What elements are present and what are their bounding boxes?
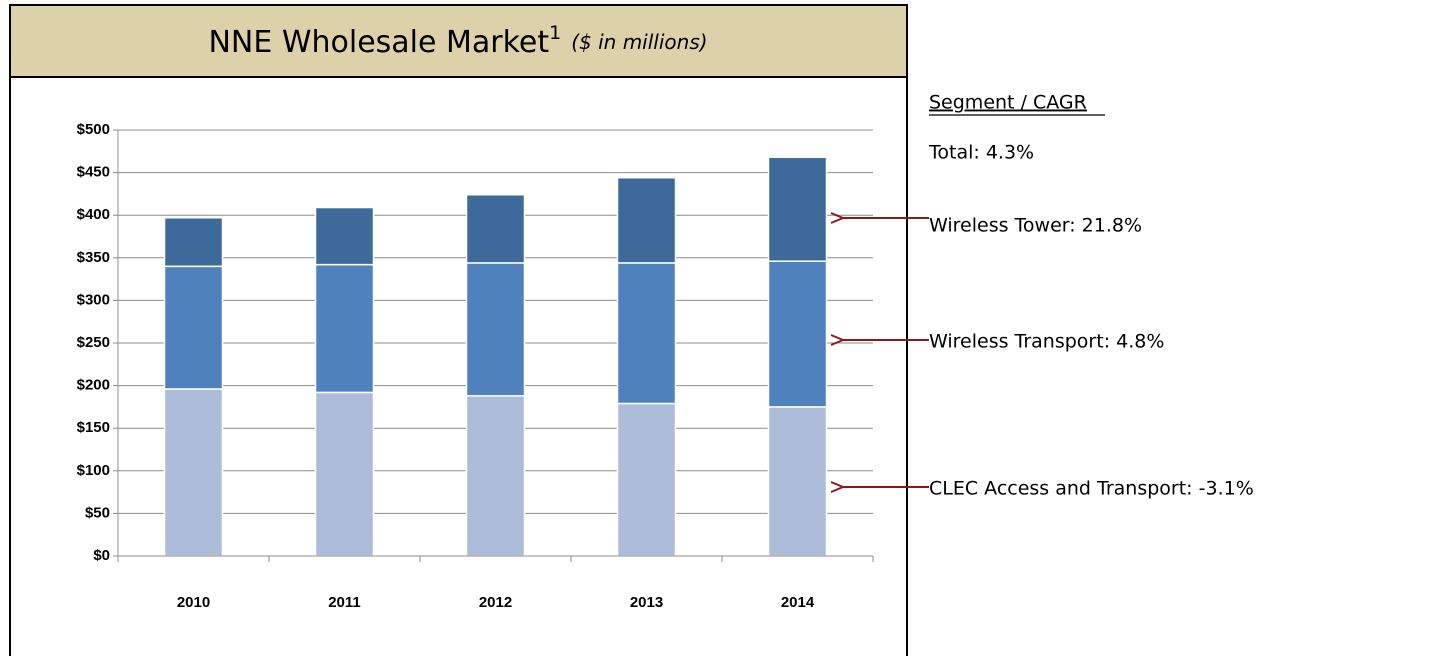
bar-segment	[314, 206, 375, 266]
annotation-heading: Segment / CAGR	[929, 92, 1087, 114]
title-superscript: 1	[549, 22, 561, 44]
y-tick-label: $350	[77, 249, 110, 266]
bar-segment	[767, 156, 828, 262]
chart-title: NNE Wholesale Market	[208, 25, 549, 60]
bar-segment	[616, 262, 677, 405]
annotation: CLEC Access and Transport: -3.1%	[929, 478, 1254, 500]
x-tick-label: 2013	[630, 594, 663, 611]
bar-segment	[314, 391, 375, 557]
annotation: Wireless Transport: 4.8%	[929, 331, 1164, 353]
bar-segment	[767, 260, 828, 408]
bar-segment	[465, 262, 526, 397]
bar-segment	[163, 388, 224, 557]
bar-segment	[465, 194, 526, 264]
chart-title-group: NNE Wholesale Market1 ($ in millions)	[208, 22, 707, 60]
bar-segment	[163, 217, 224, 268]
y-tick-label: $150	[77, 419, 110, 436]
y-tick-label: $450	[77, 164, 110, 181]
bar-segment	[767, 406, 828, 557]
x-tick-label: 2012	[479, 594, 512, 611]
bar-segment	[465, 395, 526, 557]
y-tick-label: $0	[93, 547, 110, 564]
y-tick-label: $250	[77, 334, 110, 351]
bar-segment	[616, 402, 677, 557]
annotation: Wireless Tower: 21.8%	[929, 215, 1142, 237]
plot: $0 $50 $100 $150 $200 $250 $300 $350 $400 $450 $50…	[77, 121, 874, 611]
x-tick-label: 2011	[328, 594, 361, 611]
y-tick-label: $100	[77, 462, 110, 479]
y-tick-label: $50	[85, 504, 110, 521]
bar-segment	[314, 263, 375, 394]
title-band	[9, 4, 908, 78]
x-tick-label: 2010	[177, 594, 210, 611]
y-tick-label: $300	[77, 291, 110, 308]
y-tick-label: $200	[77, 377, 110, 394]
x-tick-label: 2014	[781, 594, 815, 611]
bar-segment	[616, 176, 677, 264]
annotation: Total: 4.3%	[928, 142, 1034, 164]
y-tick-label: $500	[77, 121, 110, 138]
y-tick-label: $400	[77, 206, 110, 223]
bar-segment	[163, 265, 224, 390]
chart-frame	[9, 4, 908, 656]
chart-subtitle: ($ in millions)	[571, 30, 707, 54]
